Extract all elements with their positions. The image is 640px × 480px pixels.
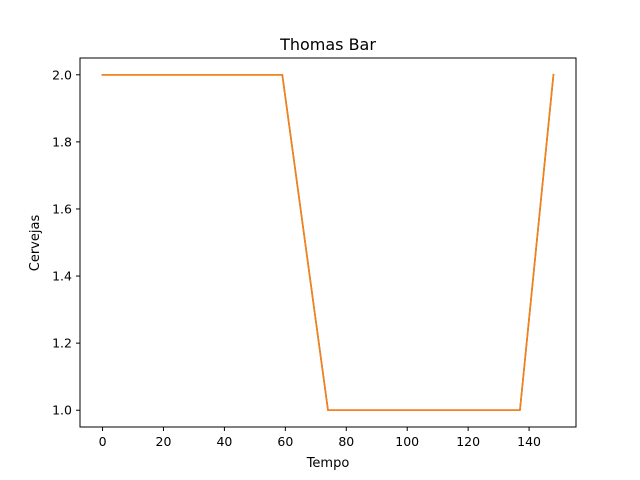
y-tick-label: 1.4 xyxy=(52,269,72,284)
y-tick-label: 1.0 xyxy=(52,403,72,418)
x-tick-label: 120 xyxy=(456,434,480,449)
x-tick-label: 60 xyxy=(277,434,293,449)
x-tick-label: 140 xyxy=(517,434,541,449)
y-tick-label: 2.0 xyxy=(52,67,72,82)
y-tick-label: 1.6 xyxy=(52,201,72,216)
series-line-1 xyxy=(101,73,555,412)
plot-frame xyxy=(79,57,577,428)
x-tick-label: 0 xyxy=(99,434,107,449)
x-tick-label: 100 xyxy=(395,434,419,449)
x-axis-label: Tempo xyxy=(306,456,350,471)
x-axis: 0 20 40 60 80 100 120 140 xyxy=(99,427,541,449)
chart-title: Thomas Bar xyxy=(279,35,376,54)
series-line-2 xyxy=(101,73,555,412)
y-axis-label: Cervejas xyxy=(28,215,43,272)
x-tick-label: 40 xyxy=(216,434,232,449)
plot-area xyxy=(101,73,555,412)
x-tick-label: 80 xyxy=(338,434,354,449)
y-axis: 1.0 1.2 1.4 1.6 1.8 2.0 xyxy=(52,67,80,418)
y-tick-label: 1.2 xyxy=(52,336,72,351)
y-tick-label: 1.8 xyxy=(52,134,72,149)
x-tick-label: 20 xyxy=(156,434,172,449)
